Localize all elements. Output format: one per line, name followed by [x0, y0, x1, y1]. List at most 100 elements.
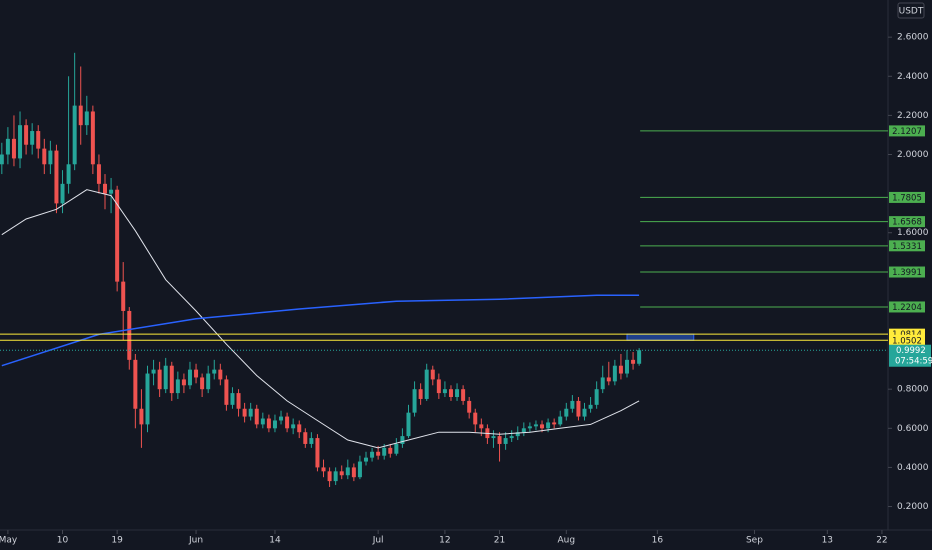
candle-body — [96, 164, 101, 184]
currency-box — [897, 2, 925, 19]
x-tick-label: Jun — [188, 536, 203, 546]
candle-body — [594, 389, 599, 405]
y-tick-label: 0.8000 — [897, 385, 929, 395]
candle-body — [376, 451, 381, 456]
level-label: 1.6568 — [892, 218, 922, 228]
level-label-box — [889, 240, 925, 252]
candle-body — [84, 111, 89, 126]
candle-body — [127, 310, 132, 360]
last-price-box — [889, 344, 931, 367]
y-tick-label: 2.0000 — [897, 150, 929, 160]
countdown: 07:54:59 — [895, 357, 932, 367]
candle-body — [121, 281, 126, 311]
candle-body — [0, 154, 4, 165]
candle-body — [194, 369, 199, 378]
candle-body — [546, 422, 551, 429]
candle-body — [145, 373, 150, 425]
candle-body — [181, 379, 186, 386]
candle-body — [279, 416, 284, 421]
candle-body — [151, 369, 156, 374]
level-label-box — [889, 125, 925, 137]
x-tick-label: 14 — [269, 536, 281, 546]
candle-body — [169, 365, 174, 394]
candle-body — [631, 359, 636, 364]
candle-body — [533, 424, 538, 427]
candle-body — [103, 183, 108, 194]
candle-body — [564, 408, 569, 417]
candle-body — [448, 389, 453, 398]
y-tick-label: 1.6000 — [897, 228, 929, 238]
moving-average — [1, 189, 640, 449]
candle-body — [576, 400, 581, 417]
x-tick-label: 10 — [57, 536, 69, 546]
candle-body — [42, 148, 47, 165]
candle-body — [18, 125, 23, 159]
candle-body — [54, 150, 59, 204]
candle-body — [612, 365, 617, 382]
candle-body — [327, 471, 332, 482]
candle-body — [218, 369, 223, 380]
candle-body — [570, 400, 575, 409]
last-price: 0.9992 — [896, 346, 926, 356]
candle-body — [163, 365, 168, 390]
candle-body — [345, 467, 350, 476]
candle-body — [90, 111, 95, 165]
candle-body — [339, 471, 344, 476]
candle-body — [187, 369, 192, 386]
candle-body — [285, 416, 290, 429]
candle-body — [133, 359, 138, 409]
x-tick-label: 16 — [652, 536, 664, 546]
candle-body — [242, 408, 247, 417]
candle-body — [60, 183, 65, 204]
candle-body — [139, 408, 144, 425]
candle-body — [266, 418, 271, 429]
candle-body — [540, 424, 545, 429]
x-tick-label: 19 — [111, 536, 123, 546]
candle-body — [497, 436, 502, 444]
candle-body — [78, 105, 83, 126]
candle-body — [157, 369, 162, 390]
candle-body — [200, 377, 205, 390]
candle-body — [406, 412, 411, 437]
y-tick-label: 2.2000 — [897, 111, 929, 121]
candle-body — [400, 436, 405, 444]
x-tick-label: 12 — [439, 536, 450, 546]
level-label-box — [889, 191, 925, 203]
candle-body — [260, 418, 265, 425]
candle-body — [600, 377, 605, 390]
candle-body — [625, 359, 630, 374]
level-label: 1.0502 — [892, 336, 922, 346]
x-tick-label: Aug — [558, 536, 576, 546]
candle-body — [36, 131, 41, 149]
level-label-box — [889, 301, 925, 313]
candle-body — [230, 393, 235, 405]
candle-body — [637, 350, 642, 364]
y-tick-label: 2.4000 — [897, 72, 929, 82]
candle-body — [455, 389, 460, 398]
moving-average — [1, 294, 640, 367]
candle-body — [436, 379, 441, 394]
level-label: 1.2204 — [892, 303, 922, 313]
candle-body — [321, 467, 326, 472]
level-label-box — [889, 216, 925, 228]
x-tick-label: Jul — [372, 536, 384, 546]
candle-body — [424, 369, 429, 399]
candle-body — [370, 451, 375, 458]
x-tick-label: 13 — [822, 536, 833, 546]
candle-body — [72, 105, 77, 165]
candle-body — [297, 424, 302, 433]
y-tick-label: 2.6000 — [897, 33, 929, 43]
x-tick-label: Sep — [746, 536, 763, 546]
y-tick-label: 0.2000 — [897, 502, 929, 512]
candle-body — [351, 467, 356, 478]
candle-body — [254, 408, 259, 425]
level-label: 1.5331 — [892, 242, 922, 252]
candle-body — [467, 400, 472, 413]
x-tick-label: May — [0, 536, 18, 546]
candle-body — [479, 424, 484, 429]
level-label: 1.3991 — [892, 268, 922, 278]
candle-body — [558, 416, 563, 425]
candle-body — [606, 377, 611, 382]
